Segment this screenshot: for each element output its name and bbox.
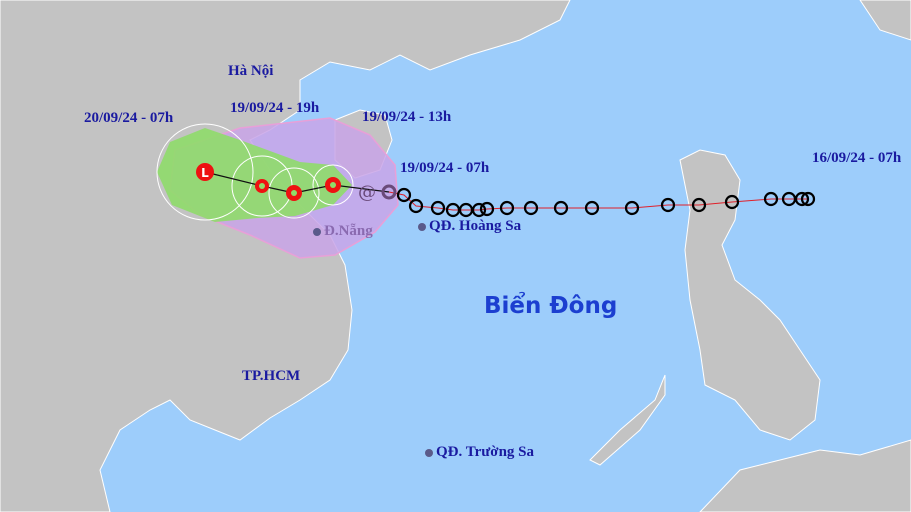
time-label: 19/09/24 - 19h xyxy=(230,100,320,116)
past-position-marker xyxy=(660,197,676,213)
low-pressure-icon xyxy=(196,163,214,181)
past-position-marker xyxy=(624,200,640,216)
past-position-marker xyxy=(523,200,539,216)
past-position-marker xyxy=(396,187,412,203)
city-dot xyxy=(425,448,433,457)
storm-eye xyxy=(291,190,297,196)
forecast-symbols: L xyxy=(196,163,341,201)
taiwan-area xyxy=(859,0,911,41)
palawan xyxy=(589,374,666,466)
paracel-islands: QĐ. Hoàng Sa xyxy=(418,218,521,235)
past-position-marker xyxy=(584,200,600,216)
city-danang: Đ.Nẵng xyxy=(313,223,373,240)
sea-label: Biển Đông xyxy=(484,293,618,319)
city-dot xyxy=(313,227,321,236)
uncertainty-circle xyxy=(268,167,320,219)
time-label: 19/09/24 - 07h xyxy=(400,160,490,176)
past-position-marker xyxy=(479,201,495,217)
past-position-marker xyxy=(499,200,515,216)
city-dot xyxy=(418,222,426,231)
city-hcm: TP.HCM xyxy=(242,368,301,384)
past-position-marker xyxy=(408,198,424,214)
uncertainty-circle xyxy=(156,123,254,221)
philippines xyxy=(679,149,821,441)
low-pressure-letter: L xyxy=(201,166,209,180)
borneo xyxy=(699,439,911,512)
forecast-cone xyxy=(156,117,399,259)
past-symbols: @ xyxy=(358,182,397,203)
past-position-marker xyxy=(691,197,707,213)
mainland-asia xyxy=(0,0,571,512)
uncertainty-circle xyxy=(312,164,354,206)
time-label: 20/09/24 - 07h xyxy=(84,110,174,126)
time-label: 19/09/24 - 13h xyxy=(362,109,452,125)
past-position-marker xyxy=(763,191,779,207)
past-position-marker xyxy=(471,202,487,218)
spratly-islands: QĐ. Trường Sa xyxy=(425,444,534,461)
time-label: 16/09/24 - 07h xyxy=(812,150,902,166)
past-position-marker xyxy=(724,194,740,210)
depression-eye xyxy=(259,183,265,189)
past-position-marker xyxy=(800,191,816,207)
past-position-marker xyxy=(553,200,569,216)
storm-eye xyxy=(330,182,336,188)
past-storm-icon: @ xyxy=(358,182,376,203)
past-depression-icon xyxy=(381,184,397,200)
past-position-marker xyxy=(794,191,810,207)
past-position-marker xyxy=(430,200,446,216)
strong-wind-area-green xyxy=(157,128,352,222)
city-hanoi: Hà Nội xyxy=(228,63,274,79)
